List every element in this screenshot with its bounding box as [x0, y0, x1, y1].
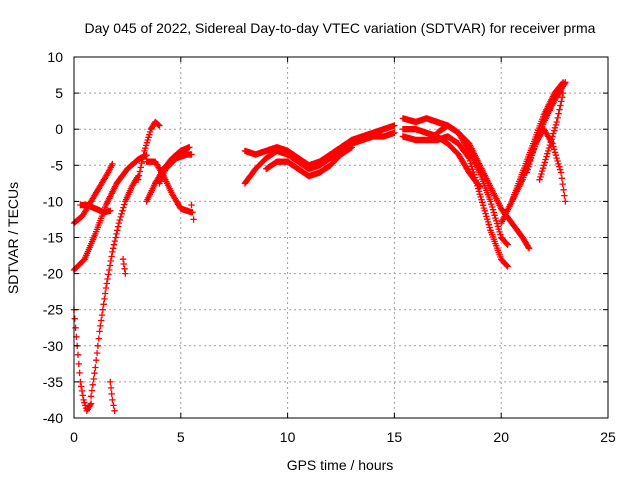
plus-markers: [188, 201, 197, 223]
series-arc-23: [536, 89, 567, 183]
x-tick-label: 25: [600, 429, 616, 445]
series-arc-5: [77, 201, 114, 216]
y-tick-label: 5: [55, 85, 63, 101]
plus-markers: [523, 126, 569, 205]
x-tick-label: 0: [70, 429, 78, 445]
x-tick-labels: 0 5 10 15 20 25: [70, 429, 616, 445]
axis-ticks: [73, 56, 609, 419]
series-arc-18: [399, 126, 483, 191]
y-tick-label: -20: [43, 266, 63, 282]
data-points: [70, 79, 569, 414]
chart-title: Day 045 of 2022, Sidereal Day-to-day VTE…: [85, 20, 596, 36]
y-tick-labels: -40 -35 -30 -25 -20 -15 -10 -5 0 5 10: [43, 49, 63, 426]
x-axis-label: GPS time / hours: [287, 457, 394, 473]
plus-markers: [399, 126, 483, 191]
series-arc-19: [433, 122, 533, 252]
series-arc-11: [119, 256, 129, 277]
plus-markers: [263, 144, 355, 180]
series-arc-14: [241, 122, 398, 169]
y-tick-label: -15: [43, 230, 63, 246]
series-arc-6: [134, 118, 163, 183]
series-arc-9: [156, 151, 195, 187]
series-arc-22: [523, 126, 569, 205]
gridlines: [74, 57, 608, 418]
y-tick-label: 0: [55, 121, 63, 137]
plus-markers: [399, 115, 511, 248]
x-tick-label: 5: [177, 429, 185, 445]
x-tick-label: 15: [387, 429, 403, 445]
y-tick-label: -5: [51, 157, 64, 173]
plus-markers: [241, 129, 398, 187]
plus-markers: [433, 122, 533, 252]
plus-markers: [119, 256, 129, 277]
x-tick-label: 10: [280, 429, 296, 445]
series-arc-15: [263, 144, 355, 180]
y-tick-label: -40: [43, 410, 63, 426]
plus-markers: [87, 172, 142, 400]
series-arc-10: [107, 378, 118, 414]
plus-markers: [156, 151, 195, 187]
y-tick-label: -30: [43, 338, 63, 354]
plus-markers: [77, 201, 114, 216]
plus-markers: [241, 122, 398, 169]
series-arc-12: [188, 201, 197, 223]
series-arc-13: [241, 129, 398, 187]
series-arc-16: [399, 115, 511, 248]
plus-markers: [536, 89, 567, 183]
y-tick-label: -10: [43, 193, 63, 209]
series-arc-4: [87, 172, 142, 400]
y-axis-label: SDTVAR / TECUs: [5, 182, 21, 294]
plus-markers: [134, 118, 163, 183]
y-tick-label: 10: [47, 49, 63, 65]
plus-markers: [107, 378, 118, 414]
y-tick-label: -25: [43, 302, 63, 318]
y-tick-label: -35: [43, 374, 63, 390]
x-tick-label: 20: [493, 429, 509, 445]
